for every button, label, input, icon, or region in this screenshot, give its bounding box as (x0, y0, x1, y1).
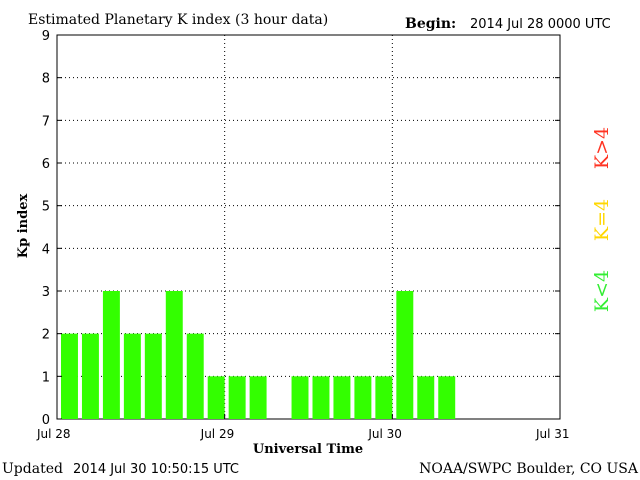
y-tick-label: 6 (42, 157, 50, 172)
legend-label: K<4 (591, 270, 613, 312)
kp-bar (354, 376, 372, 419)
axis-ticks (56, 34, 561, 420)
kp-bar (291, 376, 309, 419)
begin-label: Begin: (405, 16, 456, 32)
kp-bar (61, 333, 78, 419)
kp-bar (207, 376, 225, 419)
x-tick-label: Jul 31 (535, 427, 570, 441)
y-tick-label: 5 (42, 200, 50, 215)
begin-value: 2014 Jul 28 0000 UTC (470, 17, 611, 32)
y-tick-label: 3 (42, 285, 50, 300)
x-tick-labels: Jul 28 Jul 29 Jul 30 Jul 31 (36, 427, 570, 441)
y-axis-label: Kp index (16, 194, 31, 259)
y-tick-label: 9 (42, 29, 50, 44)
x-axis-label: Universal Time (253, 442, 363, 457)
kp-bar (333, 376, 351, 419)
x-tick-label: Jul 30 (367, 427, 402, 441)
legend-item: K<4 (591, 270, 613, 312)
kp-bar (144, 333, 162, 419)
y-tick-label: 2 (42, 328, 50, 343)
kp-bar (165, 291, 183, 419)
legend-label: K>4 (591, 127, 613, 169)
updated-value: 2014 Jul 30 10:50:15 UTC (73, 462, 239, 477)
kp-bar (375, 376, 393, 419)
legend: K<4 K=4 K>4 (591, 127, 613, 312)
y-tick-label: 0 (42, 413, 50, 428)
legend-item: K>4 (591, 127, 613, 169)
y-tick-label: 8 (42, 72, 50, 87)
gridlines (57, 35, 560, 419)
kp-bar (228, 376, 246, 419)
kp-bar (438, 376, 456, 419)
x-tick-label: Jul 29 (200, 427, 235, 441)
x-tick-label: Jul 28 (36, 427, 71, 441)
chart-title: Estimated Planetary K index (3 hour data… (28, 12, 328, 28)
kp-bar (186, 333, 204, 419)
y-tick-label: 4 (42, 242, 50, 257)
kp-bar (417, 376, 435, 419)
kp-bar (81, 333, 99, 419)
bars (61, 291, 456, 419)
kp-bar (312, 376, 330, 419)
y-tick-label: 7 (42, 114, 50, 129)
kp-bar (123, 333, 141, 419)
kp-bar (396, 291, 414, 419)
legend-label: K=4 (591, 199, 613, 241)
legend-item: K=4 (591, 199, 613, 241)
updated-label: Updated (2, 461, 63, 477)
y-tick-label: 1 (42, 370, 50, 385)
y-tick-labels: 0 1 2 3 4 5 6 7 8 9 (42, 29, 50, 428)
source-credit: NOAA/SWPC Boulder, CO USA (419, 461, 639, 477)
kp-bar (102, 291, 120, 419)
kp-bar (249, 376, 267, 419)
